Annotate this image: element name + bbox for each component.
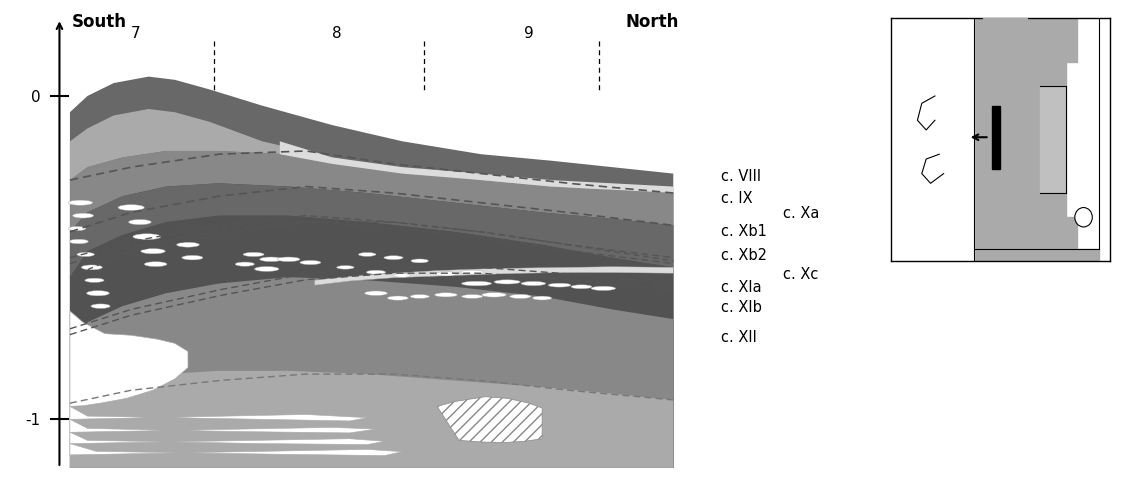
Ellipse shape <box>388 296 408 301</box>
Ellipse shape <box>521 282 546 286</box>
Ellipse shape <box>118 205 145 211</box>
Text: c. VIII: c. VIII <box>722 168 761 183</box>
Text: -1: -1 <box>25 412 40 427</box>
Ellipse shape <box>461 271 483 275</box>
Ellipse shape <box>141 249 165 254</box>
Ellipse shape <box>68 227 85 231</box>
Polygon shape <box>902 19 974 261</box>
Polygon shape <box>70 407 368 421</box>
Ellipse shape <box>462 282 491 286</box>
Circle shape <box>1075 208 1092 227</box>
Polygon shape <box>70 311 188 407</box>
Polygon shape <box>70 77 674 468</box>
Polygon shape <box>315 267 674 286</box>
Text: c. Xc: c. Xc <box>782 267 818 282</box>
Text: 7: 7 <box>131 26 140 41</box>
Ellipse shape <box>494 280 520 285</box>
Ellipse shape <box>70 240 89 244</box>
Text: c. XII: c. XII <box>722 330 758 345</box>
Ellipse shape <box>85 279 104 283</box>
Ellipse shape <box>243 253 265 257</box>
Ellipse shape <box>177 243 200 248</box>
Polygon shape <box>70 432 385 445</box>
Ellipse shape <box>364 291 388 296</box>
Ellipse shape <box>548 284 571 287</box>
Ellipse shape <box>383 256 404 260</box>
Ellipse shape <box>532 297 552 301</box>
Ellipse shape <box>235 262 254 267</box>
Ellipse shape <box>77 253 94 257</box>
Polygon shape <box>974 19 1099 261</box>
Ellipse shape <box>482 293 507 298</box>
Ellipse shape <box>300 261 321 265</box>
Ellipse shape <box>133 234 161 240</box>
Polygon shape <box>983 19 1027 39</box>
Text: c. IX: c. IX <box>722 191 753 206</box>
Polygon shape <box>70 420 376 433</box>
Polygon shape <box>280 142 674 194</box>
Ellipse shape <box>462 295 483 299</box>
Ellipse shape <box>82 265 102 270</box>
Polygon shape <box>70 371 674 468</box>
Polygon shape <box>70 151 674 232</box>
Polygon shape <box>992 106 1001 169</box>
Ellipse shape <box>393 274 411 278</box>
Ellipse shape <box>129 220 151 225</box>
Text: c. XIa: c. XIa <box>722 280 762 295</box>
Text: c. XIb: c. XIb <box>722 299 762 314</box>
Ellipse shape <box>411 259 428 263</box>
Polygon shape <box>70 184 674 277</box>
Ellipse shape <box>336 266 354 270</box>
Text: 8: 8 <box>332 26 342 41</box>
Ellipse shape <box>510 295 530 299</box>
Text: North: North <box>626 13 678 31</box>
Ellipse shape <box>359 253 376 257</box>
Ellipse shape <box>277 257 300 262</box>
Ellipse shape <box>145 262 167 267</box>
Ellipse shape <box>73 214 93 219</box>
Polygon shape <box>1040 87 1066 194</box>
Ellipse shape <box>68 201 93 206</box>
Text: 9: 9 <box>525 26 534 41</box>
Text: South: South <box>72 13 127 31</box>
Text: c. Xa: c. Xa <box>782 206 819 220</box>
Polygon shape <box>70 216 674 468</box>
Ellipse shape <box>182 256 203 260</box>
Ellipse shape <box>435 272 456 276</box>
Text: c. Xb2: c. Xb2 <box>722 247 768 262</box>
Ellipse shape <box>260 257 282 262</box>
Ellipse shape <box>435 293 457 297</box>
Polygon shape <box>437 397 543 443</box>
Ellipse shape <box>86 291 110 296</box>
Polygon shape <box>70 184 674 468</box>
Text: c. Xb1: c. Xb1 <box>722 223 767 238</box>
Ellipse shape <box>367 271 386 274</box>
Ellipse shape <box>91 304 110 309</box>
Polygon shape <box>70 277 674 468</box>
Ellipse shape <box>410 295 429 299</box>
Polygon shape <box>70 110 674 468</box>
Ellipse shape <box>591 287 615 291</box>
Ellipse shape <box>254 267 279 272</box>
Text: 0: 0 <box>30 90 40 104</box>
Ellipse shape <box>571 285 592 289</box>
Polygon shape <box>70 110 674 194</box>
Polygon shape <box>70 444 402 455</box>
